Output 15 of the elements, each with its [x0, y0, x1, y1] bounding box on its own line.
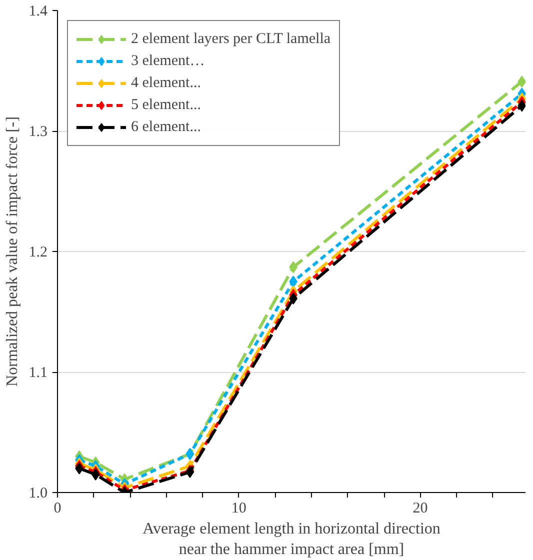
legend-label: 5 element... [131, 96, 201, 114]
y-axis-title: Normalized peak value of impact force [-] [4, 116, 21, 387]
legend-label: 3 element… [131, 52, 205, 70]
x-axis-title: Average element length in horizontal direction near the hammer impact area [mm] [142, 520, 440, 558]
legend-label: 6 element... [131, 118, 201, 136]
y-tick-label: 1.1 [28, 365, 48, 381]
y-tick-label: 1.4 [28, 4, 48, 20]
x-tick-label: 0 [54, 500, 62, 516]
legend-label: 4 element... [131, 74, 201, 92]
y-tick-label: 1.0 [28, 486, 48, 502]
y-tick-label: 1.3 [28, 124, 48, 140]
legend-label: 2 element layers per CLT lamella [131, 30, 331, 48]
x-tick-label: 10 [231, 500, 246, 516]
x-tick-label: 20 [412, 500, 428, 516]
y-tick-label: 1.2 [28, 244, 48, 260]
